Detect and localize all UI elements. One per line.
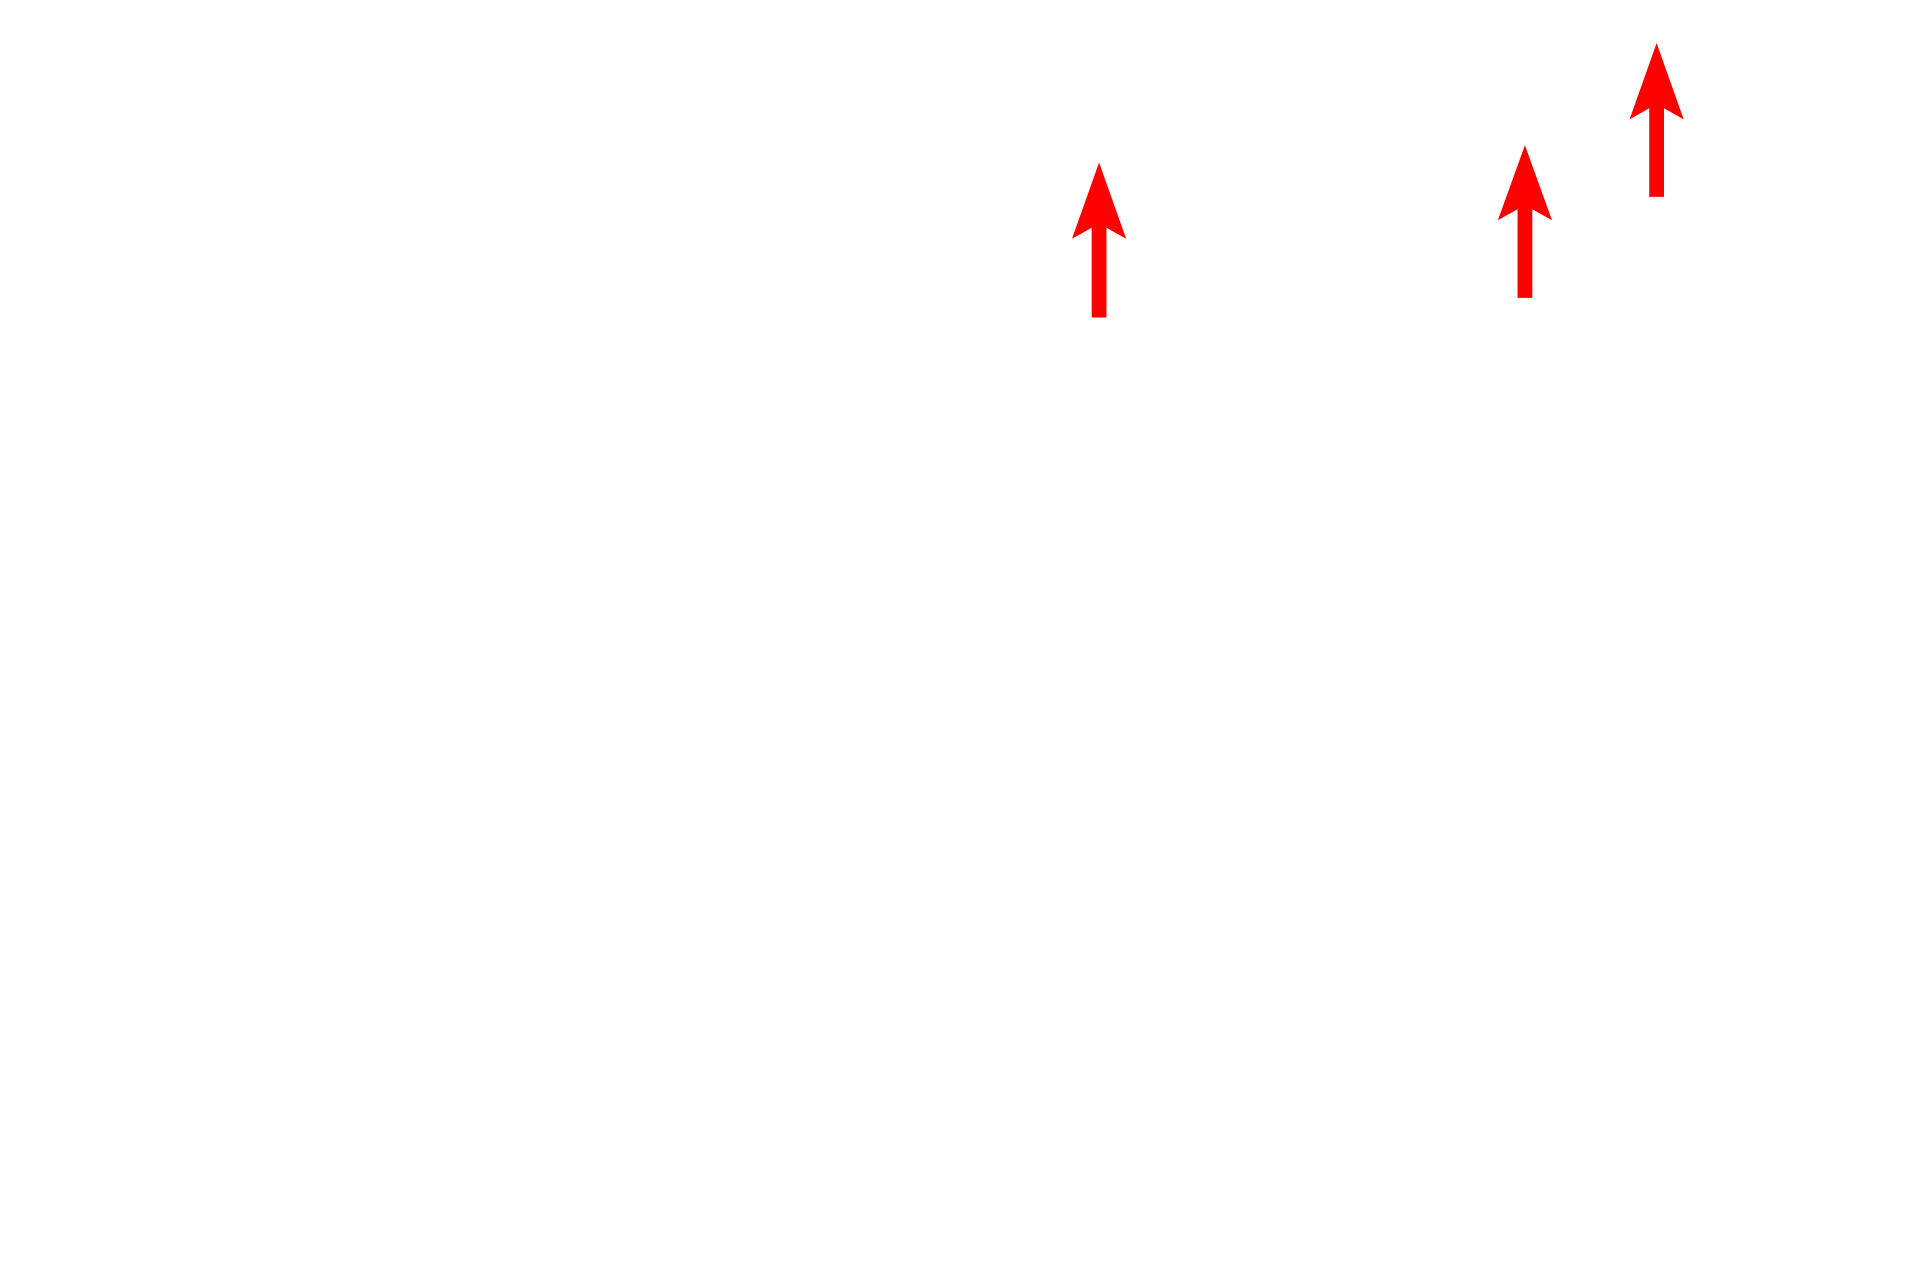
arrow — [1629, 43, 1684, 197]
arrow — [1497, 145, 1552, 298]
arrow — [1072, 162, 1127, 318]
